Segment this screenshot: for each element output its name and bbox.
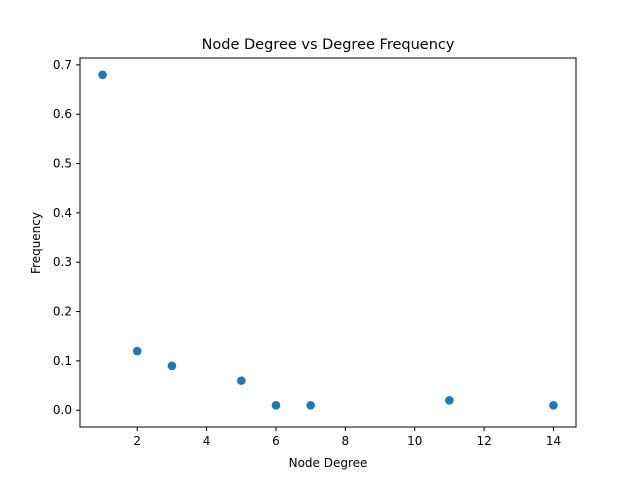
x-tick-label: 14 [546, 434, 561, 448]
x-tick-label: 2 [133, 434, 141, 448]
x-tick-label: 10 [407, 434, 422, 448]
y-tick-label: 0.7 [53, 58, 72, 72]
y-tick-label: 0.4 [53, 206, 72, 220]
y-tick-label: 0.2 [53, 305, 72, 319]
x-axis-title: Node Degree [289, 456, 368, 470]
data-point [306, 400, 315, 410]
plot-frame [79, 57, 577, 428]
x-tick-label: 12 [476, 434, 491, 448]
data-point [549, 400, 558, 410]
y-tick-label: 0.6 [53, 107, 72, 121]
x-tick-label: 4 [203, 434, 211, 448]
data-point [445, 396, 454, 405]
data-point [98, 70, 107, 80]
x-tick-label: 8 [342, 434, 350, 448]
y-axis-title: Frequency [29, 212, 43, 274]
chart-title: Node Degree vs Degree Frequency [202, 37, 455, 53]
data-point [271, 400, 281, 410]
data-point [236, 376, 246, 385]
y-tick-label: 0.1 [53, 354, 72, 368]
y-tick-label: 0.5 [53, 157, 72, 171]
y-tick-label: 0.0 [53, 403, 72, 417]
x-tick-label: 6 [272, 434, 280, 448]
y-tick-label: 0.3 [53, 255, 72, 269]
data-point [132, 346, 142, 356]
data-point [167, 361, 177, 371]
